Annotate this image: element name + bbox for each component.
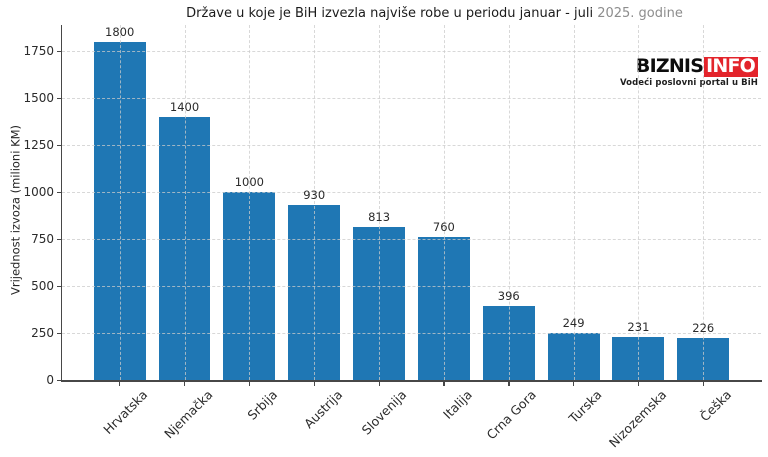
x-axis-spine [60,380,762,382]
bar-turska [547,333,600,380]
gridline-horizontal [62,98,761,100]
bar-češka [677,337,730,380]
bar-value-label: 760 [432,220,455,235]
x-tick-label: Hrvatska [100,387,151,437]
y-tick-mark [57,238,61,240]
y-tick-label: 1750 [23,44,54,59]
y-tick-label: 500 [31,279,54,294]
gridline-vertical [508,25,510,380]
gridline-vertical [638,25,640,380]
bar-value-label: 1000 [234,175,265,190]
chart-title-year: 2025. godine [593,6,683,21]
gridline-vertical [249,25,251,380]
bar-austrija [288,205,341,380]
y-tick-mark [57,191,61,193]
gridline-horizontal [62,333,761,335]
y-tick-label: 1250 [23,138,54,153]
biznisinfo-logo: BIZNIS INFO Vodeći poslovni portal u BiH [620,57,758,88]
x-tick-mark [573,382,575,386]
bar-value-label: 226 [692,320,715,335]
x-tick-mark [184,382,186,386]
x-tick-mark [637,382,640,386]
gridline-vertical [314,25,316,380]
y-tick-label: 1500 [23,91,54,106]
bar-value-label: 930 [303,188,326,203]
bar-italija [417,237,470,380]
y-tick-mark [57,50,61,53]
x-tick-mark [508,382,510,386]
bar-value-label: 396 [497,288,520,303]
x-tick-label: Nizozemska [605,387,670,451]
y-tick-label: 0 [46,373,54,387]
y-axis-spine [60,25,62,381]
x-tick-label: Austrija [300,387,345,432]
x-tick-mark [443,382,445,386]
logo-text-info: INFO [704,57,758,77]
x-tick-label: Češka [696,387,734,425]
gridline-horizontal [62,286,761,288]
x-tick-label: Turska [565,387,605,426]
bar-value-label: 1400 [169,100,200,115]
bar-crna-gora [482,305,535,380]
chart-title: Države u koje je BiH izvezla najviše rob… [62,6,761,21]
gridline-vertical [119,25,121,380]
bar-value-label: 249 [562,316,585,331]
y-tick-mark [57,379,61,381]
y-tick-label: 1000 [23,185,54,200]
gridline-horizontal [62,192,761,194]
y-tick-mark [57,332,61,334]
x-tick-label: Italija [439,387,475,422]
plot-area: 1800 1400 1000 930 813 760 396 249 231 226 [62,25,761,380]
y-tick-mark [57,285,61,287]
bar-value-label: 813 [368,210,391,225]
logo-text-biznis: BIZNIS [635,55,704,77]
x-tick-label: Srbija [244,387,280,423]
logo-tagline: Vodeći poslovni portal u BiH [619,78,758,88]
gridline-horizontal [62,51,761,53]
bar-value-label: 231 [627,319,650,334]
gridline-horizontal [62,145,761,147]
y-tick-mark [57,144,61,146]
bar-value-label: 1800 [105,24,135,39]
gridline-vertical [573,25,575,380]
gridline-vertical [703,25,705,380]
y-tick-label: 750 [31,232,54,247]
x-tick-mark [119,382,121,386]
y-tick-label: 250 [31,326,54,341]
gridline-vertical [184,25,186,380]
x-tick-label: Slovenija [358,387,410,438]
x-tick-label: Crna Gora [483,387,540,443]
gridline-vertical [379,25,381,380]
chart-title-main: Države u koje je BiH izvezla najviše rob… [186,6,594,21]
x-tick-mark [702,382,705,386]
y-tick-mark [57,97,61,100]
gridline-horizontal [62,239,761,241]
x-tick-mark [313,382,316,386]
gridline-vertical [443,25,445,380]
x-tick-label: Njemačka [160,387,216,442]
logo-wordmark: BIZNIS INFO [636,57,758,77]
x-tick-mark [248,382,251,386]
x-tick-mark [378,382,380,386]
bar-njemačka [158,117,211,380]
